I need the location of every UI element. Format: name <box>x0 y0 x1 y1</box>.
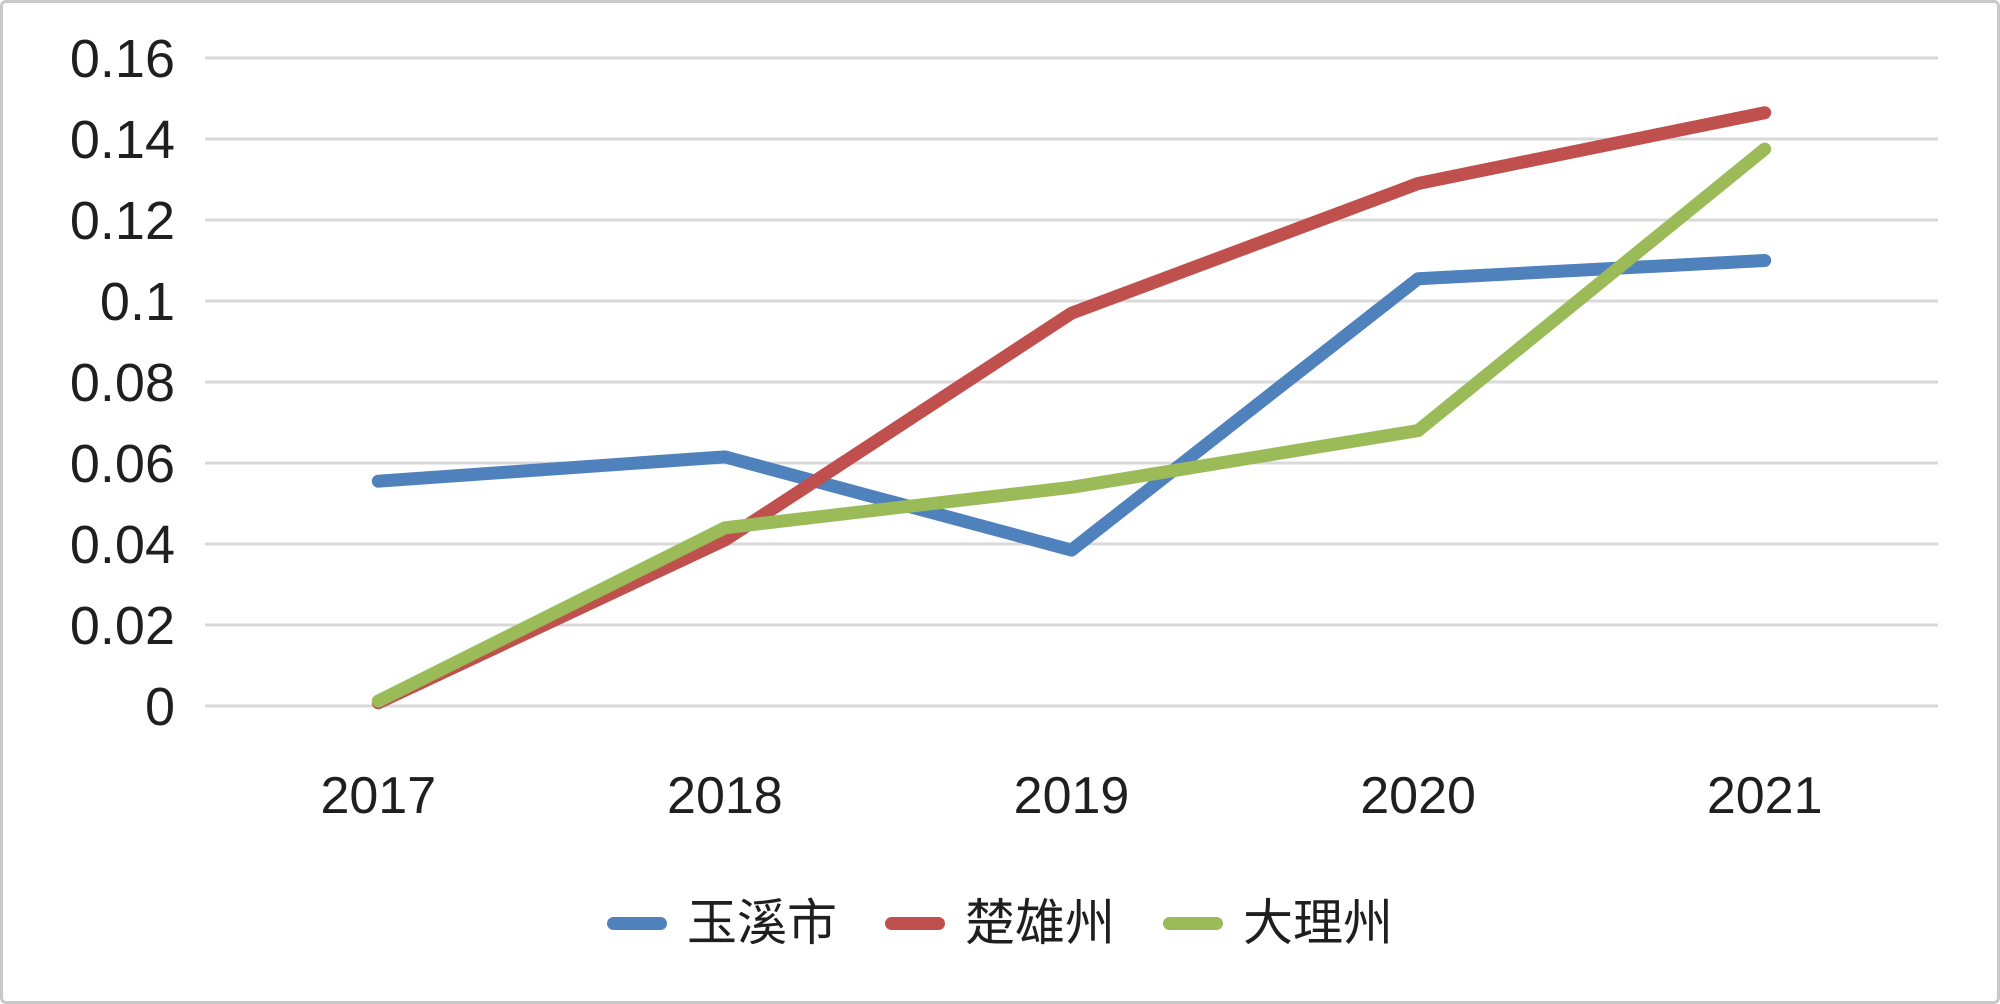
series-line-2 <box>371 142 1772 708</box>
y-tick-label: 0.06 <box>70 434 175 494</box>
series-line-0 <box>371 254 1772 557</box>
y-tick-label: 0.02 <box>70 596 175 656</box>
x-tick-label: 2021 <box>1707 767 1823 825</box>
legend-item-yuxi: 玉溪市 <box>607 898 837 948</box>
x-tick-label: 2017 <box>320 767 436 825</box>
series-line-1 <box>371 106 1772 710</box>
x-tick-label: 2020 <box>1360 767 1476 825</box>
legend-swatch-dali <box>1163 916 1223 930</box>
y-tick-label: 0.12 <box>70 191 175 251</box>
y-tick-label: 0.16 <box>70 29 175 89</box>
y-tick-label: 0.1 <box>100 272 175 332</box>
legend-item-dali: 大理州 <box>1163 898 1393 948</box>
y-tick-label: 0.08 <box>70 353 175 413</box>
chart-plot-area: 0 0.02 0.04 0.06 0.08 0.1 0.12 0.14 0.16 2017 2018… <box>70 29 1938 825</box>
legend-label-dali: 大理州 <box>1243 895 1393 951</box>
legend-swatch-chuxiong <box>885 916 945 930</box>
legend-label-yuxi: 玉溪市 <box>687 895 837 951</box>
x-tick-label: 2018 <box>667 767 783 825</box>
y-tick-label: 0.14 <box>70 110 175 170</box>
legend-swatch-yuxi <box>607 916 667 930</box>
legend-label-chuxiong: 楚雄州 <box>965 895 1115 951</box>
x-tick-label: 2019 <box>1014 767 1130 825</box>
legend-item-chuxiong: 楚雄州 <box>885 898 1115 948</box>
chart-legend: 玉溪市 楚雄州 大理州 <box>3 887 1997 959</box>
y-tick-label: 0.04 <box>70 515 175 575</box>
y-tick-label: 0 <box>145 677 175 737</box>
